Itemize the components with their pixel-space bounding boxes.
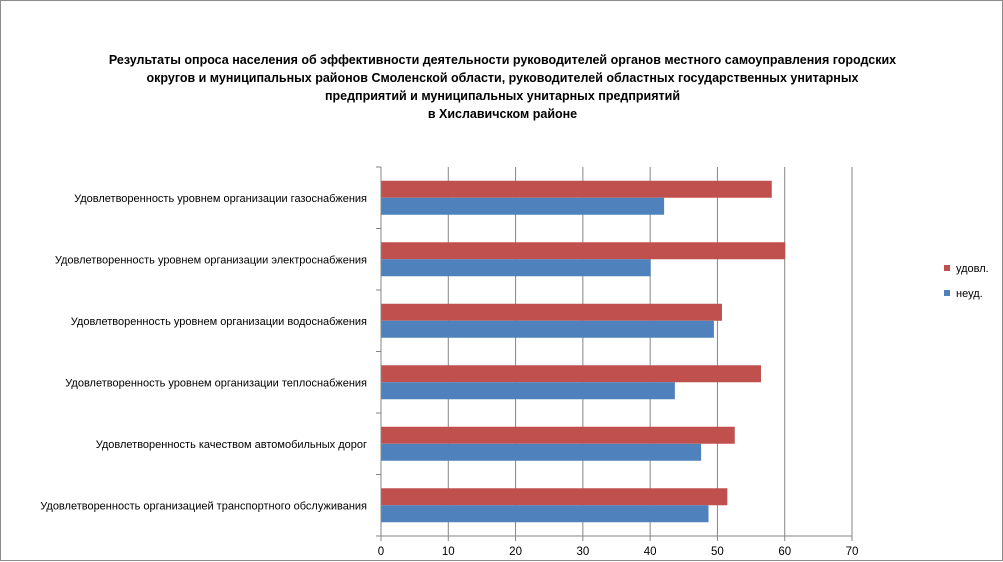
x-tick-label: 70: [846, 546, 859, 558]
category-label: Удовлетворенность организацией транспорт…: [40, 500, 367, 512]
bar-neud: [381, 259, 651, 277]
chart-title-line: в Хиславичском районе: [427, 107, 578, 121]
x-tick-label: 50: [711, 546, 724, 558]
category-label: Удовлетворенность уровнем организации эл…: [55, 254, 367, 266]
bar-udovl: [381, 426, 735, 444]
x-tick-label: 10: [442, 546, 455, 558]
legend-label: удовл.: [956, 263, 989, 275]
bar-neud: [381, 505, 709, 523]
category-label: Удовлетворенность уровнем организации во…: [71, 316, 367, 328]
bar-neud: [381, 382, 675, 400]
bar-neud: [381, 443, 702, 461]
bar-udovl: [381, 365, 761, 383]
bar-neud: [381, 320, 714, 338]
x-tick-label: 60: [778, 546, 791, 558]
category-label: Удовлетворенность уровнем организации га…: [74, 193, 367, 205]
bar-udovl: [381, 303, 722, 321]
x-tick-label: 30: [576, 546, 589, 558]
bar-udovl: [381, 242, 786, 260]
chart-title-line: предприятий и муниципальных унитарных пр…: [324, 89, 681, 103]
category-label: Удовлетворенность уровнем организации те…: [65, 377, 367, 389]
x-tick-label: 0: [378, 546, 384, 558]
legend-label: неуд.: [956, 288, 983, 300]
bar-udovl: [381, 488, 728, 506]
category-label: Удовлетворенность качеством автомобильны…: [96, 439, 367, 451]
chart-title-line: Результаты опроса населения об эффективн…: [108, 53, 897, 67]
legend-swatch: [944, 265, 950, 271]
chart-title-line: округов и муниципальных районов Смоленск…: [146, 71, 859, 85]
x-tick-label: 20: [509, 546, 522, 558]
bar-udovl: [381, 180, 772, 198]
x-tick-label: 40: [644, 546, 657, 558]
bar-neud: [381, 197, 665, 215]
chart-title: Результаты опроса населения об эффективн…: [1, 51, 1003, 123]
legend-swatch: [944, 290, 950, 296]
